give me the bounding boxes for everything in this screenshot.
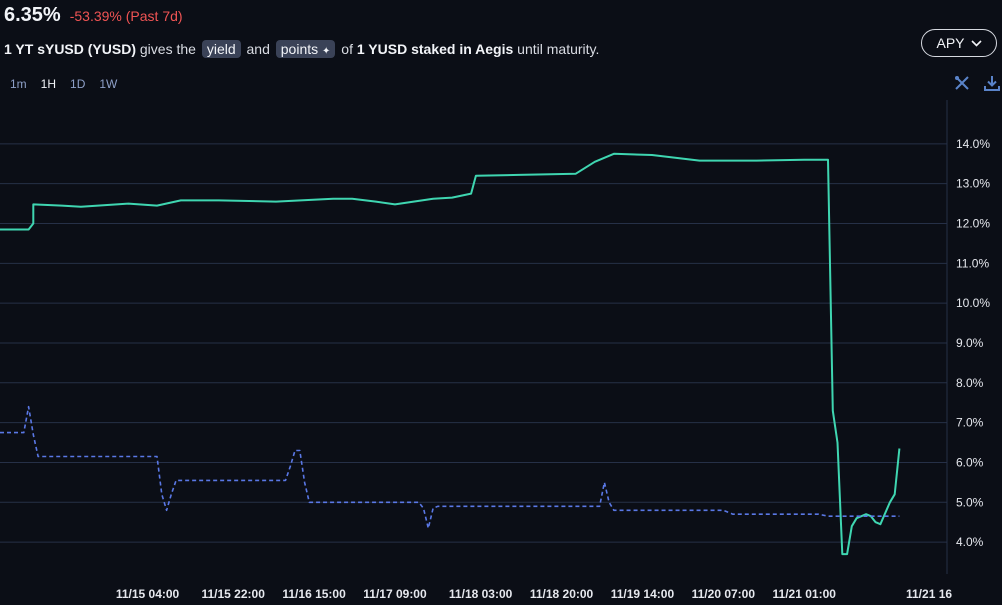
description-text-4: until maturity. (517, 41, 600, 57)
timeframe-selector: 1m 1H 1D 1W (10, 77, 117, 91)
download-icon[interactable] (983, 74, 1001, 92)
y-tick-label: 7.0% (956, 416, 984, 430)
apy-change-badge: -53.39% (Past 7d) (69, 8, 183, 24)
y-tick-label: 4.0% (956, 535, 984, 549)
tools-icon[interactable] (953, 74, 971, 92)
x-tick-label: 11/20 07:00 (692, 587, 756, 601)
x-tick-label: 11/21 16 (906, 587, 952, 601)
series-line-dashed (0, 405, 900, 530)
metric-select-label: APY (936, 35, 965, 51)
description-asset: 1 YT sYUSD (YUSD) (4, 41, 136, 57)
current-apy-value: 6.35% (4, 4, 61, 26)
x-tick-label: 11/15 04:00 (116, 587, 180, 601)
points-chip[interactable]: points ✦ (275, 40, 336, 58)
y-tick-label: 11.0% (956, 256, 989, 270)
y-tick-label: 10.0% (956, 296, 990, 310)
description-text-3: of (341, 41, 353, 57)
x-tick-label: 11/19 14:00 (611, 587, 675, 601)
x-tick-label: 11/17 09:00 (363, 587, 427, 601)
timeframe-1h[interactable]: 1H (40, 77, 57, 91)
timeframe-1d[interactable]: 1D (70, 77, 86, 91)
yield-chip[interactable]: yield (201, 40, 241, 58)
x-tick-label: 11/18 03:00 (449, 587, 513, 601)
description-text-2: and (246, 41, 270, 57)
y-tick-label: 8.0% (956, 376, 984, 390)
y-tick-label: 13.0% (956, 177, 990, 191)
description-text: 1 YT sYUSD (YUSD) gives the yield and po… (4, 40, 599, 58)
x-tick-label: 11/18 20:00 (530, 587, 594, 601)
description-text-1: gives the (139, 41, 196, 57)
value-header: 6.35% -53.39% (Past 7d) (4, 4, 183, 27)
chevron-down-icon (970, 39, 982, 47)
y-tick-label: 14.0% (956, 137, 990, 151)
y-tick-label: 12.0% (956, 217, 990, 231)
x-tick-label: 11/16 15:00 (282, 587, 346, 601)
y-tick-label: 6.0% (956, 455, 984, 469)
metric-select[interactable]: APY (921, 29, 997, 57)
points-chip-label: points (280, 41, 319, 57)
chart-tools (953, 74, 1001, 92)
sparkle-icon: ✦ (322, 46, 331, 57)
x-tick-label: 11/15 22:00 (201, 587, 265, 601)
description-stake: 1 YUSD staked in Aegis (356, 41, 514, 57)
series-line-solid (0, 152, 901, 556)
x-tick-label: 11/21 01:00 (773, 587, 837, 601)
series-layer (0, 152, 901, 556)
y-tick-label: 9.0% (956, 336, 984, 350)
y-tick-label: 5.0% (956, 495, 984, 509)
axis-layer: 4.0% 5.0% 6.0% 7.0% 8.0% 9.0% 10.0% 11.0% 12.0% 1… (116, 100, 990, 601)
timeframe-1w[interactable]: 1W (99, 77, 118, 91)
apy-chart[interactable]: 4.0% 5.0% 6.0% 7.0% 8.0% 9.0% 10.0% 11.0% 12.0% 1… (0, 100, 1002, 605)
timeframe-1m[interactable]: 1m (10, 77, 27, 91)
